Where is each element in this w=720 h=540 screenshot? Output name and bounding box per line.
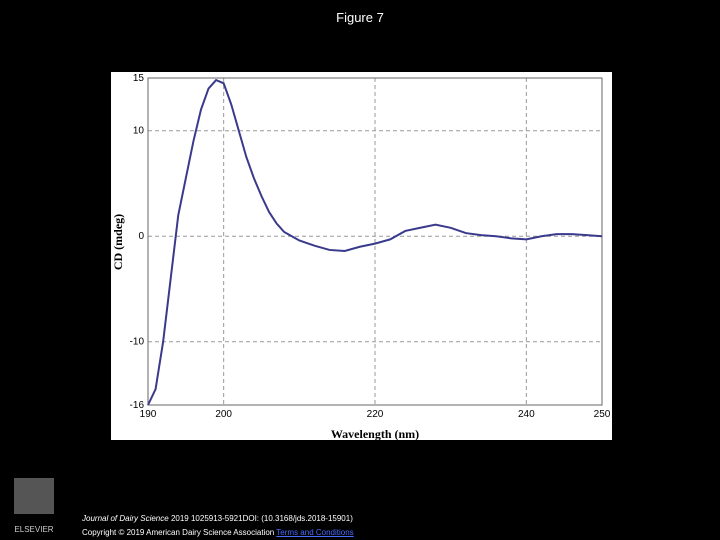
chart-background: [111, 72, 612, 440]
citation-line: Journal of Dairy Science 2019 1025913-59…: [82, 514, 353, 523]
copyright-line: Copyright © 2019 American Dairy Science …: [82, 528, 354, 537]
y-tick-label: -16: [130, 400, 145, 411]
publisher: ELSEVIER: [14, 525, 53, 534]
terms-link[interactable]: Terms and Conditions: [276, 528, 354, 537]
copyright: Copyright © 2019 American Dairy Science …: [82, 528, 275, 537]
citation: 2019 1025913-5921DOI: (10.3168/jds.2018-…: [170, 514, 353, 523]
figure-title: Figure 7: [336, 10, 384, 25]
y-tick-label: -10: [130, 337, 145, 348]
x-tick-label: 250: [594, 409, 611, 420]
y-tick-label: 0: [138, 231, 144, 242]
y-axis-label: CD (mdeg): [111, 214, 125, 270]
plot-frame: [147, 77, 603, 406]
elsevier-logo: ELSEVIER: [14, 478, 54, 534]
x-tick-label: 200: [215, 409, 232, 420]
y-tick-label: 15: [133, 73, 145, 84]
data-line: [147, 78, 603, 406]
y-tick-label: 10: [133, 126, 145, 137]
x-tick-label: 220: [367, 409, 384, 420]
x-tick-label: 240: [518, 409, 535, 420]
x-tick-label: 190: [140, 409, 157, 420]
journal: Journal of Dairy Science: [82, 514, 169, 523]
x-axis-label: Wavelength (nm): [331, 427, 419, 441]
logo-tree: [14, 478, 54, 514]
